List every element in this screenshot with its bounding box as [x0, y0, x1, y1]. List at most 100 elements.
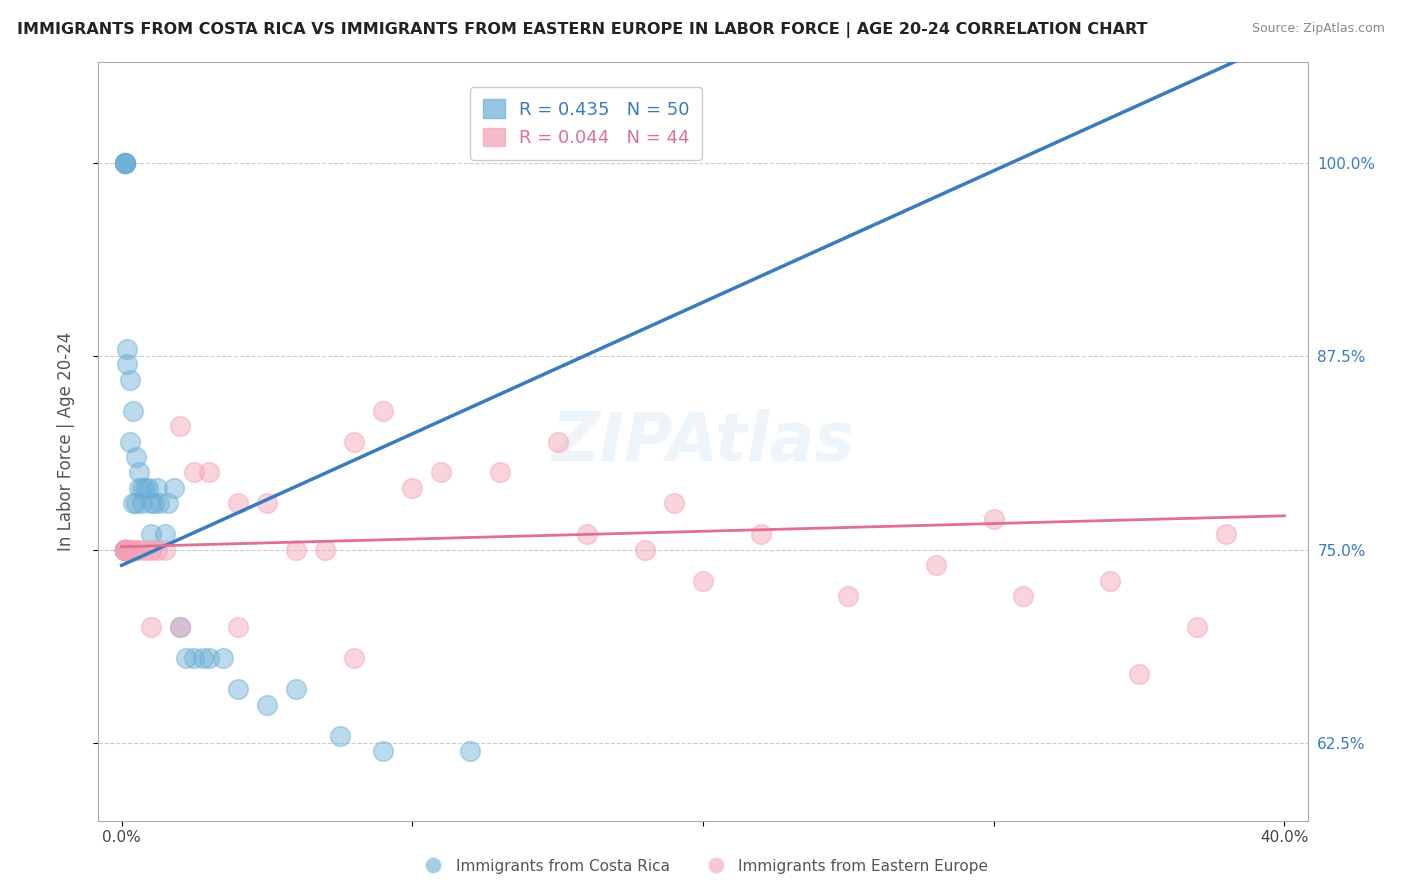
Point	[120, 434, 142, 449]
Point	[114, 542, 136, 557]
Point	[198, 651, 221, 665]
Point	[924, 558, 946, 573]
Point	[343, 651, 366, 665]
Point	[191, 651, 214, 665]
Point	[837, 589, 859, 603]
Point	[183, 651, 205, 665]
Point	[1185, 620, 1208, 634]
Point	[122, 542, 145, 557]
Text: IMMIGRANTS FROM COSTA RICA VS IMMIGRANTS FROM EASTERN EUROPE IN LABOR FORCE | AG: IMMIGRANTS FROM COSTA RICA VS IMMIGRANTS…	[17, 22, 1147, 38]
Point	[114, 542, 136, 557]
Point	[131, 481, 153, 495]
Point	[139, 496, 162, 510]
Point	[488, 466, 510, 480]
Point	[114, 542, 136, 557]
Point	[128, 481, 150, 495]
Point	[575, 527, 598, 541]
Point	[131, 496, 153, 510]
Point	[373, 403, 395, 417]
Point	[114, 542, 136, 557]
Point	[155, 527, 177, 541]
Point	[226, 682, 249, 697]
Point	[117, 357, 139, 371]
Point	[114, 542, 136, 557]
Point	[134, 481, 156, 495]
Point	[692, 574, 714, 588]
Point	[117, 542, 139, 557]
Point	[139, 542, 162, 557]
Point	[749, 527, 772, 541]
Point	[114, 542, 136, 557]
Point	[142, 496, 165, 510]
Point	[114, 542, 136, 557]
Point	[163, 481, 186, 495]
Point	[1215, 527, 1237, 541]
Point	[169, 620, 191, 634]
Point	[114, 156, 136, 170]
Point	[114, 542, 136, 557]
Point	[134, 542, 156, 557]
Point	[430, 466, 453, 480]
Point	[198, 466, 221, 480]
Point	[114, 542, 136, 557]
Point	[145, 481, 167, 495]
Point	[120, 542, 142, 557]
Text: ZIPAtlas: ZIPAtlas	[551, 409, 855, 475]
Point	[547, 434, 569, 449]
Point	[114, 542, 136, 557]
Point	[114, 542, 136, 557]
Point	[401, 481, 423, 495]
Point	[983, 512, 1005, 526]
Point	[256, 496, 278, 510]
Point	[460, 744, 482, 758]
Point	[117, 342, 139, 356]
Point	[120, 373, 142, 387]
Point	[1098, 574, 1121, 588]
Point	[114, 156, 136, 170]
Point	[136, 481, 159, 495]
Point	[169, 620, 191, 634]
Point	[183, 466, 205, 480]
Point	[139, 620, 162, 634]
Point	[226, 620, 249, 634]
Point	[148, 496, 170, 510]
Point	[285, 542, 308, 557]
Point	[157, 496, 180, 510]
Point	[114, 542, 136, 557]
Point	[125, 496, 148, 510]
Point	[114, 542, 136, 557]
Point	[128, 542, 150, 557]
Point	[155, 542, 177, 557]
Point	[212, 651, 235, 665]
Point	[662, 496, 685, 510]
Point	[122, 403, 145, 417]
Point	[285, 682, 308, 697]
Text: Source: ZipAtlas.com: Source: ZipAtlas.com	[1251, 22, 1385, 36]
Point	[226, 496, 249, 510]
Point	[343, 434, 366, 449]
Point	[114, 156, 136, 170]
Point	[256, 698, 278, 712]
Point	[634, 542, 657, 557]
Point	[329, 729, 352, 743]
Point	[174, 651, 197, 665]
Point	[117, 542, 139, 557]
Point	[114, 156, 136, 170]
Legend: R = 0.435   N = 50, R = 0.044   N = 44: R = 0.435 N = 50, R = 0.044 N = 44	[470, 87, 702, 160]
Legend: Immigrants from Costa Rica, Immigrants from Eastern Europe: Immigrants from Costa Rica, Immigrants f…	[412, 853, 994, 880]
Point	[314, 542, 336, 557]
Point	[114, 156, 136, 170]
Point	[139, 527, 162, 541]
Point	[125, 450, 148, 464]
Point	[1128, 666, 1150, 681]
Point	[125, 542, 148, 557]
Point	[114, 542, 136, 557]
Point	[128, 466, 150, 480]
Y-axis label: In Labor Force | Age 20-24: In Labor Force | Age 20-24	[56, 332, 75, 551]
Point	[122, 496, 145, 510]
Point	[145, 542, 167, 557]
Point	[373, 744, 395, 758]
Point	[114, 542, 136, 557]
Point	[169, 419, 191, 434]
Point	[1011, 589, 1033, 603]
